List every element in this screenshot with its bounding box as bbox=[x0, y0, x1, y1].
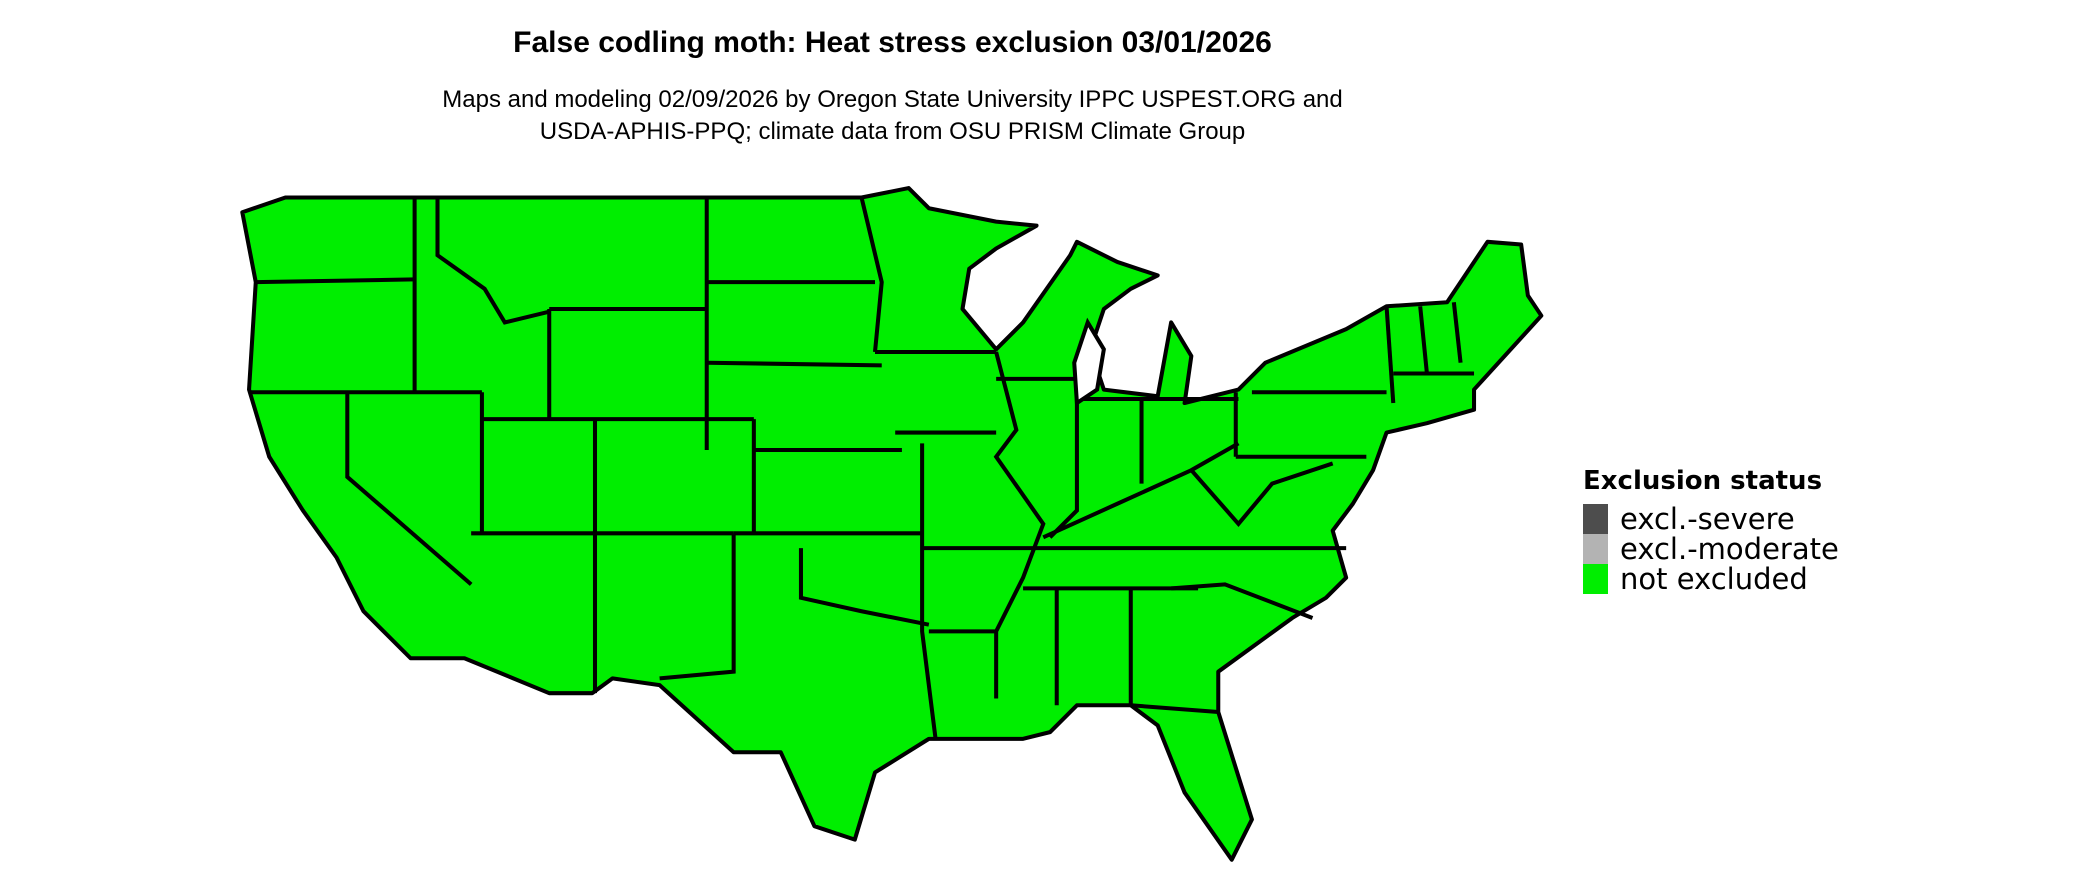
border-ms-river bbox=[993, 351, 1046, 699]
border-ok-tx bbox=[798, 548, 930, 627]
border-id-mt bbox=[435, 197, 550, 325]
border-mo-east bbox=[920, 443, 938, 740]
us-outline bbox=[240, 186, 1544, 862]
border-ga-fl bbox=[1130, 703, 1219, 714]
legend-item-not-excluded: not excluded bbox=[1583, 564, 1839, 594]
border-ohio-river bbox=[1042, 441, 1240, 540]
legend-title: Exclusion status bbox=[1583, 466, 1823, 496]
border-ny-east bbox=[1384, 306, 1396, 404]
legend-label-not-excluded: not excluded bbox=[1620, 562, 1808, 596]
border-mn-west bbox=[859, 197, 884, 353]
subtitle-line-1: Maps and modeling 02/09/2026 by Oregon S… bbox=[442, 86, 1343, 113]
border-nm-tx bbox=[659, 533, 736, 681]
legend-item-moderate: excl.-moderate bbox=[1583, 534, 1839, 564]
state-borders bbox=[250, 197, 1475, 740]
border-wv-va bbox=[1189, 461, 1334, 528]
border-nh-me bbox=[1451, 302, 1463, 363]
border-ga-sc bbox=[1171, 582, 1314, 620]
legend-label-moderate: excl.-moderate bbox=[1620, 532, 1839, 566]
legend-swatch-severe bbox=[1583, 504, 1608, 534]
lakes bbox=[1072, 317, 1106, 407]
legend-item-severe: excl.-severe bbox=[1583, 504, 1839, 534]
subtitle-line-2: USDA-APHIS-PPQ; climate data from OSU PR… bbox=[539, 118, 1246, 145]
lake-michigan bbox=[1072, 317, 1106, 407]
border-nv-ca bbox=[345, 392, 473, 586]
border-sd-ne bbox=[706, 360, 882, 368]
map-subtitle: Maps and modeling 02/09/2026 by Oregon S… bbox=[0, 84, 1785, 148]
border-vt-nh bbox=[1418, 306, 1429, 374]
legend-swatch-not-excluded bbox=[1583, 564, 1608, 594]
border-wa-or bbox=[255, 277, 415, 285]
map-title: False codling moth: Heat stress exclusio… bbox=[513, 26, 1272, 59]
legend: Exclusion status excl.-severe excl.-mode… bbox=[1583, 466, 1839, 594]
legend-label-severe: excl.-severe bbox=[1620, 502, 1795, 536]
legend-swatch-moderate bbox=[1583, 534, 1608, 564]
